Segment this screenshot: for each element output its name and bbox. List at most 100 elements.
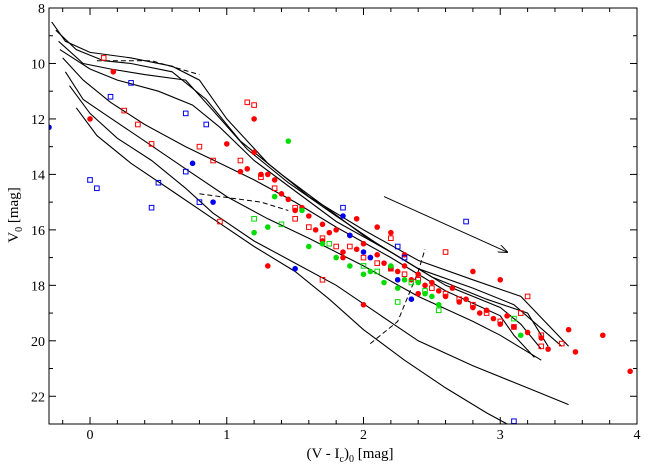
data-point-red-filled xyxy=(264,263,271,269)
y-tick-label: 14 xyxy=(31,168,45,183)
data-point-blue-filled xyxy=(347,232,353,239)
dashed-reddening-line xyxy=(199,193,289,211)
data-point-green-filled xyxy=(415,279,422,286)
x-tick-label: 2 xyxy=(360,428,367,443)
data-point-red-open xyxy=(511,324,517,330)
data-point-red-open xyxy=(333,243,339,250)
data-point-red-filled xyxy=(415,271,422,278)
data-point-red-filled xyxy=(374,224,380,230)
data-point-red-filled xyxy=(449,285,456,291)
data-point-red-filled xyxy=(223,141,230,147)
data-point-red-filled xyxy=(429,279,435,286)
dashed-reddening-line xyxy=(96,60,200,76)
data-point-red-open xyxy=(538,332,545,339)
data-point-red-filled xyxy=(340,249,346,255)
y-tick-label: 8 xyxy=(38,2,45,17)
isochrone-line xyxy=(75,107,508,424)
data-point-red-open xyxy=(251,102,257,108)
data-point-red-filled xyxy=(511,324,517,330)
data-point-blue-open xyxy=(155,179,162,186)
data-point-red-filled xyxy=(110,68,117,75)
data-point-blue-filled xyxy=(49,124,52,131)
data-point-red-open xyxy=(401,271,408,278)
data-point-green-filled xyxy=(394,285,401,291)
data-point-red-open xyxy=(196,143,203,150)
data-point-red-open xyxy=(360,254,367,261)
data-point-blue-open xyxy=(128,80,134,86)
data-point-red-filled xyxy=(572,349,579,355)
data-point-green-open xyxy=(251,215,257,222)
data-point-red-filled xyxy=(360,301,367,308)
data-point-red-filled xyxy=(565,326,572,333)
data-point-green-filled xyxy=(285,138,292,144)
data-point-red-open xyxy=(244,99,251,106)
data-point-blue-filled xyxy=(210,199,216,205)
data-point-blue-filled xyxy=(367,254,374,261)
x-tick-label: 3 xyxy=(497,428,504,443)
data-point-red-open xyxy=(483,310,490,316)
data-point-blue-open xyxy=(340,204,346,211)
data-point-green-open xyxy=(511,315,517,322)
data-point-red-filled xyxy=(244,166,251,172)
y-tick-label: 20 xyxy=(31,335,45,350)
data-point-red-filled xyxy=(251,149,257,156)
data-point-red-open xyxy=(524,293,531,300)
isochrone-line xyxy=(69,85,569,406)
data-point-red-open xyxy=(100,55,107,61)
data-point-blue-open xyxy=(182,168,189,175)
data-point-green-open xyxy=(374,268,380,275)
data-point-red-filled xyxy=(87,116,93,122)
data-point-red-filled xyxy=(237,168,244,175)
data-point-red-open xyxy=(148,141,155,147)
data-point-red-filled xyxy=(285,196,292,203)
y-tick-label: 10 xyxy=(31,57,45,72)
data-point-red-open xyxy=(538,343,545,350)
isochrone-line xyxy=(64,71,542,361)
data-point-red-open xyxy=(292,204,298,211)
data-point-green-filled xyxy=(401,276,408,283)
data-point-red-filled xyxy=(306,213,312,219)
data-point-red-filled xyxy=(278,191,285,197)
data-point-green-filled xyxy=(306,243,312,250)
data-point-red-filled xyxy=(422,282,428,289)
data-point-red-filled xyxy=(490,315,497,322)
data-point-red-open xyxy=(374,260,380,266)
x-tick-label: 4 xyxy=(634,428,641,443)
data-point-red-open xyxy=(306,224,312,230)
data-point-green-filled xyxy=(251,229,257,236)
data-point-green-filled xyxy=(381,279,387,286)
x-tick-label: 0 xyxy=(87,428,94,443)
data-point-red-filled xyxy=(435,288,442,294)
plot-content xyxy=(49,21,633,424)
data-point-red-filled xyxy=(353,246,360,253)
data-point-green-open xyxy=(394,299,401,305)
data-point-red-filled xyxy=(497,276,504,283)
data-point-green-open xyxy=(408,279,415,286)
data-point-green-open xyxy=(435,307,442,314)
data-point-red-open xyxy=(258,174,264,180)
data-point-red-filled xyxy=(627,368,633,375)
data-point-blue-open xyxy=(203,121,210,128)
data-point-blue-open xyxy=(511,418,517,424)
data-point-red-filled xyxy=(415,290,422,297)
data-point-red-open xyxy=(237,157,244,164)
data-point-red-filled xyxy=(251,116,257,122)
data-point-green-filled xyxy=(435,301,442,308)
y-axis-title: V0 [mag] xyxy=(6,187,25,242)
data-point-blue-filled xyxy=(189,160,196,167)
data-point-blue-filled xyxy=(360,249,367,255)
isochrone-line xyxy=(58,40,549,347)
data-point-blue-filled xyxy=(408,296,415,303)
data-point-blue-filled xyxy=(340,213,346,219)
data-point-red-open xyxy=(558,340,565,347)
y-tick-label: 12 xyxy=(31,113,45,128)
data-point-red-filled xyxy=(504,313,510,319)
isochrone-line xyxy=(62,57,535,358)
data-point-blue-open xyxy=(148,204,155,211)
data-point-red-filled xyxy=(476,310,483,316)
data-point-green-filled xyxy=(517,332,524,339)
data-point-blue-filled xyxy=(394,276,401,283)
data-point-green-filled xyxy=(429,293,435,300)
